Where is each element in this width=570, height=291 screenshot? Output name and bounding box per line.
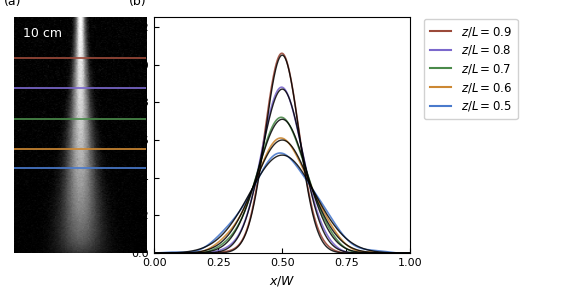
Legend: $z/L = 0.9$, $z/L = 0.8$, $z/L = 0.7$, $z/L = 0.6$, $z/L = 0.5$: $z/L = 0.9$, $z/L = 0.8$, $z/L = 0.7$, $… xyxy=(424,19,518,119)
Y-axis label: $I$: $I$ xyxy=(131,129,136,142)
Text: (b): (b) xyxy=(128,0,146,8)
Text: (a): (a) xyxy=(3,0,21,8)
X-axis label: $x/W$: $x/W$ xyxy=(269,274,296,288)
Text: 10 cm: 10 cm xyxy=(23,27,63,40)
